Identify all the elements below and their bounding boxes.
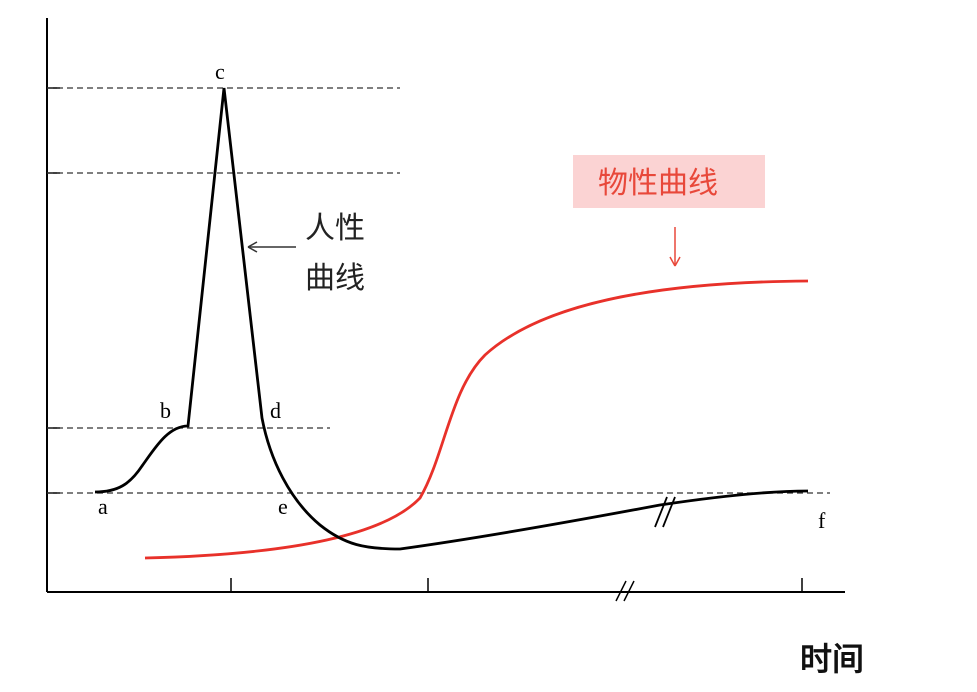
human-curve-annotation: 人性 曲线 bbox=[247, 211, 365, 296]
physical-curve-annotation: 物性曲线 bbox=[573, 155, 765, 267]
point-label-e: e bbox=[278, 494, 288, 519]
x-axis-label: 时间 bbox=[800, 640, 864, 678]
x-axis-break-mark bbox=[615, 580, 635, 602]
point-label-a: a bbox=[98, 494, 108, 519]
physical-curve-label: 物性曲线 bbox=[598, 166, 718, 201]
arrow-head bbox=[669, 256, 681, 267]
arrow-head bbox=[247, 241, 258, 253]
physical-label-background bbox=[573, 155, 765, 208]
point-label-f: f bbox=[818, 508, 826, 533]
human-curve-label-line2: 曲线 bbox=[305, 261, 365, 296]
curve-break-mark bbox=[654, 496, 676, 528]
point-label-c: c bbox=[215, 59, 225, 84]
human-curve bbox=[94, 87, 809, 551]
point-label-b: b bbox=[160, 398, 171, 423]
human-curve-label-line1: 人性 bbox=[305, 211, 365, 246]
physical-curve bbox=[144, 279, 809, 560]
point-label-d: d bbox=[270, 398, 281, 423]
